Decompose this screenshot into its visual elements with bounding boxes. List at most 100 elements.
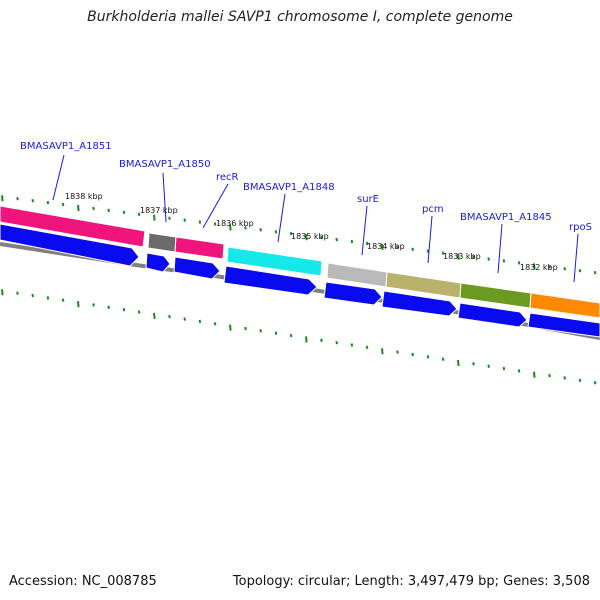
scale-tick xyxy=(517,261,521,265)
scale-tick xyxy=(61,202,65,207)
scale-tick xyxy=(107,305,110,309)
scale-tick xyxy=(274,331,278,335)
scale-tick xyxy=(16,291,19,295)
scale-tick xyxy=(137,212,141,216)
scale-tick xyxy=(381,243,384,250)
scale-tick xyxy=(457,253,460,260)
tick-label-1835: 1835 kbp xyxy=(291,232,329,241)
scale-tick xyxy=(244,326,247,331)
scale-tick xyxy=(305,234,308,241)
tick-label-1837: 1837 kbp xyxy=(140,206,178,215)
scale-tick xyxy=(168,315,171,319)
scale-tick xyxy=(259,329,262,333)
tick-label-1833: 1833 kbp xyxy=(443,252,481,261)
leader-line xyxy=(52,154,65,201)
gene-label-layer: BMASAVP1_A1851 BMASAVP1_A1850 recR BMASA… xyxy=(20,141,592,233)
leader-line xyxy=(497,223,503,274)
scale-tick xyxy=(213,322,217,326)
gene-label-bmasavp1-a1845[interactable]: BMASAVP1_A1845 xyxy=(460,212,552,223)
gene-bar-recr[interactable] xyxy=(174,236,225,260)
scale-tick xyxy=(411,352,414,357)
scale-tick xyxy=(229,324,232,331)
scale-tick xyxy=(77,300,80,308)
cds-arrow[interactable] xyxy=(323,281,383,306)
leader-line xyxy=(573,233,579,283)
gene-label-rpos[interactable]: rpoS xyxy=(569,222,592,233)
cds-arrow[interactable] xyxy=(223,265,318,296)
cds-arrow[interactable] xyxy=(0,223,140,267)
scale-tick xyxy=(441,251,445,255)
scale-tick xyxy=(533,371,536,378)
scale-tick xyxy=(396,350,399,354)
scale-tick xyxy=(274,230,278,234)
gene-bar-bmasavp1-a1848[interactable] xyxy=(226,246,323,277)
scale-tick xyxy=(122,210,126,215)
tick-label-1832: 1832 kbp xyxy=(520,263,558,272)
leader-line xyxy=(361,205,368,256)
scale-tick xyxy=(472,362,475,366)
gene-label-sure[interactable]: surE xyxy=(357,194,379,205)
genome-summary-text: Topology: circular; Length: 3,497,479 bp… xyxy=(232,574,590,589)
scale-tick xyxy=(487,257,490,261)
scale-tick xyxy=(411,247,414,251)
scale-tick xyxy=(1,289,4,296)
scale-tick xyxy=(502,366,506,371)
scale-tick xyxy=(289,333,293,338)
gene-label-bmasavp1-a1850[interactable]: BMASAVP1_A1850 xyxy=(119,159,211,170)
gene-feature-track xyxy=(0,205,600,338)
scale-tick xyxy=(457,359,460,367)
cds-arrow[interactable] xyxy=(457,302,528,328)
gene-bar-bmasavp1-a1850[interactable] xyxy=(147,232,177,253)
scale-tick xyxy=(593,270,597,275)
scale-tick xyxy=(31,198,34,203)
gene-label-pcm[interactable]: pcm xyxy=(422,204,444,215)
scale-tick xyxy=(289,232,293,236)
scale-tick xyxy=(350,239,354,244)
scale-tick xyxy=(61,298,65,302)
scale-tick xyxy=(381,348,384,355)
scale-tick xyxy=(137,310,141,314)
gene-bar-bmasavp1-a1851[interactable] xyxy=(0,205,146,248)
scale-tick xyxy=(168,216,171,220)
scale-tick xyxy=(441,357,445,361)
scale-tick xyxy=(122,307,126,312)
gene-label-recr[interactable]: recR xyxy=(216,172,239,183)
scale-tick xyxy=(426,249,430,253)
outer-tick-track xyxy=(1,195,597,275)
cds-arrow[interactable] xyxy=(381,290,458,317)
scale-tick xyxy=(487,364,490,368)
gene-bar-rpos[interactable] xyxy=(529,292,600,319)
tick-label-1836: 1836 kbp xyxy=(216,219,254,228)
scale-tick xyxy=(183,317,186,321)
scale-tick xyxy=(107,208,110,213)
inner-tick-track xyxy=(1,289,597,385)
cds-arrow[interactable] xyxy=(527,312,600,338)
scale-tick xyxy=(92,303,95,307)
leader-line xyxy=(162,172,167,223)
scale-tick xyxy=(77,204,80,212)
cds-arrow[interactable] xyxy=(173,256,221,280)
scale-tick xyxy=(305,336,308,343)
leader-line xyxy=(277,193,286,243)
scale-tick xyxy=(548,373,551,378)
scale-tick xyxy=(213,222,217,226)
scale-tick xyxy=(198,220,202,224)
leader-line xyxy=(202,183,229,229)
scale-tick xyxy=(244,226,247,230)
scale-tick xyxy=(350,343,354,347)
tick-label-1834: 1834 kbp xyxy=(367,242,405,251)
scale-tick xyxy=(365,241,369,246)
map-title: Burkholderia mallei SAVP1 chromosome I, … xyxy=(87,9,513,25)
gene-label-bmasavp1-a1851[interactable]: BMASAVP1_A1851 xyxy=(20,141,112,152)
label-leader-lines xyxy=(52,154,579,283)
scale-tick xyxy=(335,237,338,242)
gene-label-bmasavp1-a1848[interactable]: BMASAVP1_A1848 xyxy=(243,182,335,193)
scale-tick xyxy=(335,340,338,345)
scale-tick xyxy=(593,380,597,385)
scale-tick xyxy=(153,214,156,221)
scale-tick xyxy=(46,296,50,300)
cds-arrow[interactable] xyxy=(145,252,171,273)
scale-tick xyxy=(320,235,323,240)
